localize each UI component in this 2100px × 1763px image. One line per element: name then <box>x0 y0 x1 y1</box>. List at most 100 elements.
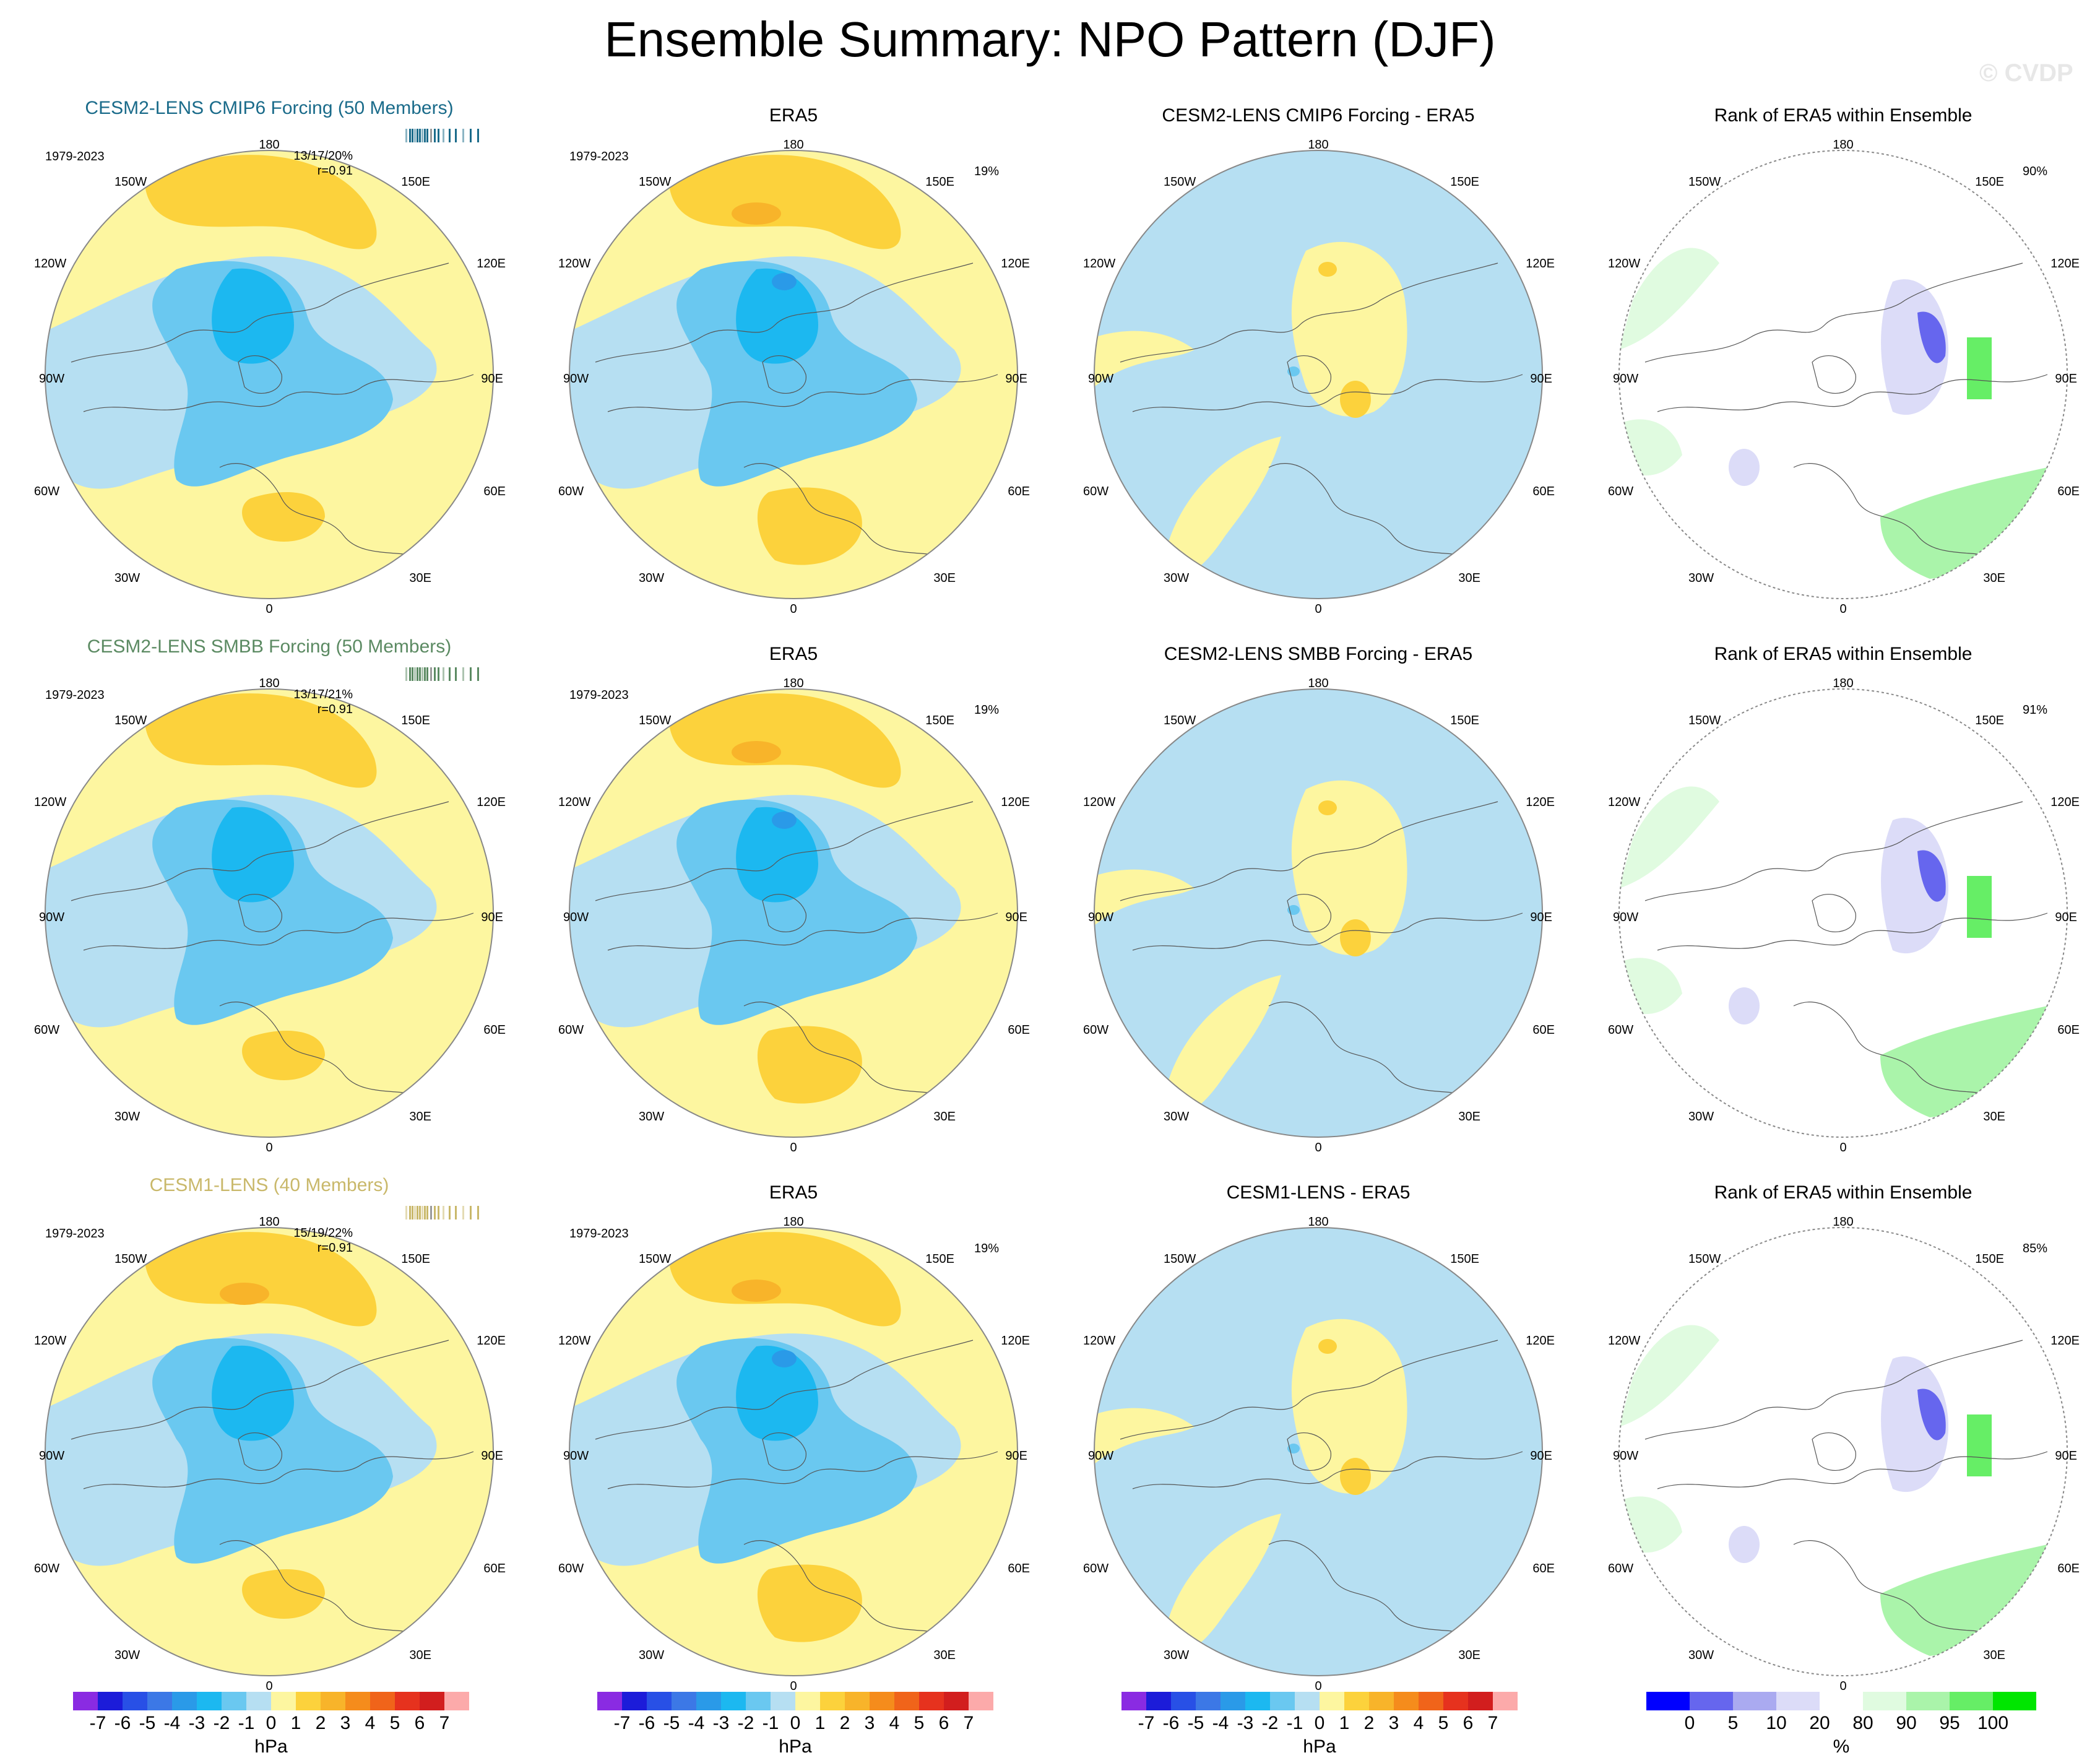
member-bar <box>430 1206 432 1219</box>
colorbar-tick-label: 95 <box>1939 1713 1960 1733</box>
colorbar-swatch <box>1993 1692 2036 1710</box>
colorbar-tick-label: 0 <box>266 1713 277 1733</box>
lon-label-30W: 30W <box>1688 571 1714 585</box>
colorbar-unit: hPa <box>1303 1736 1336 1757</box>
coastline-outline <box>71 262 474 561</box>
lon-label-30W: 30W <box>115 1110 140 1124</box>
colorbar-tick-label: -1 <box>762 1713 779 1733</box>
lon-label-30E: 30E <box>1983 1648 2005 1662</box>
colorbar-unit: % <box>1833 1736 1850 1757</box>
colorbar-swatch <box>820 1692 845 1710</box>
colorbar-tick-label: 6 <box>938 1713 949 1733</box>
period-label: 1979-2023 <box>45 150 105 163</box>
lon-label-90E: 90E <box>1005 911 1027 924</box>
lon-label-120W: 120W <box>1083 795 1116 809</box>
colorbar-swatch <box>1443 1692 1468 1710</box>
lon-label-120W: 120W <box>558 795 591 809</box>
lon-label-90W: 90W <box>1088 911 1114 924</box>
stat-summary: 15/19/22% r=0.91 <box>229 1226 353 1255</box>
colorbar-tick-label: -3 <box>188 1713 205 1733</box>
coastline-outline <box>1120 262 1523 561</box>
lon-label-150E: 150E <box>925 714 954 727</box>
lon-label-150W: 150W <box>1164 714 1196 727</box>
lon-label-150W: 150W <box>1164 175 1196 189</box>
lon-label-150W: 150W <box>639 1252 672 1266</box>
lon-label-180: 180 <box>1833 677 1854 690</box>
lon-label-30E: 30E <box>1458 571 1480 585</box>
colorbar-tick-label: 10 <box>1766 1713 1787 1733</box>
coastline-outline <box>71 1340 474 1638</box>
colorbar-swatch <box>721 1692 746 1710</box>
polar-map-model <box>45 1227 494 1676</box>
rank-percent: 91% <box>2023 703 2048 717</box>
member-bar <box>421 667 423 681</box>
colorbar-tick-label: -4 <box>1212 1713 1229 1733</box>
lon-label-60W: 60W <box>34 1562 60 1575</box>
lon-label-150E: 150E <box>401 714 430 727</box>
colorbar-tick-label: -5 <box>139 1713 156 1733</box>
member-bar <box>412 1206 413 1219</box>
lon-label-120W: 120W <box>1608 257 1641 271</box>
lon-label-60W: 60W <box>1083 485 1109 498</box>
colorbar-swatch <box>870 1692 894 1710</box>
lon-label-30E: 30E <box>409 1110 431 1124</box>
lon-label-30E: 30E <box>1983 571 2005 585</box>
map-boundary-circle <box>569 1227 1018 1676</box>
map-boundary-circle <box>1094 1227 1543 1676</box>
colorbar-swatches <box>597 1692 993 1710</box>
lon-label-90E: 90E <box>481 1449 503 1463</box>
diff-panel-title: CESM2-LENS SMBB Forcing - ERA5 <box>1164 644 1473 664</box>
colorbar-swatch <box>1344 1692 1369 1710</box>
lon-label-120E: 120E <box>477 1334 506 1348</box>
colorbar-tick-label: 5 <box>389 1713 400 1733</box>
colorbar-swatch <box>1270 1692 1295 1710</box>
polar-map-rank <box>1618 1227 2068 1676</box>
lon-label-0: 0 <box>1315 1679 1322 1693</box>
colorbar-tick-label: -1 <box>1286 1713 1303 1733</box>
polar-map-model <box>45 688 494 1138</box>
member-bar <box>424 129 426 142</box>
lon-label-120E: 120E <box>2050 257 2080 271</box>
colorbar-swatches <box>73 1692 469 1710</box>
lon-label-0: 0 <box>1839 602 1847 616</box>
colorbar-swatch <box>1776 1692 1820 1710</box>
colorbar-swatch <box>172 1692 197 1710</box>
member-bar <box>412 667 413 681</box>
colorbar-tick-label: 4 <box>889 1713 900 1733</box>
colorbar-swatch <box>197 1692 222 1710</box>
lon-label-60W: 60W <box>1608 1562 1634 1575</box>
colorbar-tick-label: -3 <box>712 1713 730 1733</box>
member-bar <box>426 129 428 142</box>
colorbar-unit: hPa <box>779 1736 812 1757</box>
lon-label-120W: 120W <box>34 795 67 809</box>
contour-field <box>1094 150 1542 599</box>
colorbar-swatch <box>1690 1692 1733 1710</box>
lon-label-60E: 60E <box>1008 1562 1030 1575</box>
colorbar-tick-label: 7 <box>1487 1713 1498 1733</box>
lon-label-150W: 150W <box>115 714 147 727</box>
lon-label-180: 180 <box>1833 1215 1854 1229</box>
map-boundary-circle <box>569 150 1018 599</box>
colorbar-tick-label: 4 <box>1413 1713 1424 1733</box>
figure-title: Ensemble Summary: NPO Pattern (DJF) <box>604 12 1496 67</box>
lon-label-150E: 150E <box>1975 175 2004 189</box>
lon-label-150E: 150E <box>401 175 430 189</box>
contour-field <box>1619 689 2067 1137</box>
contour-field <box>45 689 493 1137</box>
lon-label-90E: 90E <box>1005 372 1027 386</box>
lon-label-150E: 150E <box>1450 1252 1479 1266</box>
member-bar <box>443 129 444 142</box>
lon-label-60E: 60E <box>483 1023 506 1037</box>
lon-label-150E: 150E <box>401 1252 430 1266</box>
colorbar-swatch <box>1493 1692 1518 1710</box>
map-boundary-circle <box>1094 150 1543 599</box>
colorbar-swatch <box>1468 1692 1493 1710</box>
lon-label-0: 0 <box>266 602 273 616</box>
member-bar <box>412 129 413 142</box>
era-variance-percent: 19% <box>974 1242 1000 1255</box>
map-boundary-circle <box>45 688 494 1138</box>
lon-label-180: 180 <box>1833 138 1854 152</box>
stat-correlation: r=0.91 <box>317 1241 353 1255</box>
lon-label-30E: 30E <box>409 1648 431 1662</box>
lon-label-30E: 30E <box>409 571 431 585</box>
